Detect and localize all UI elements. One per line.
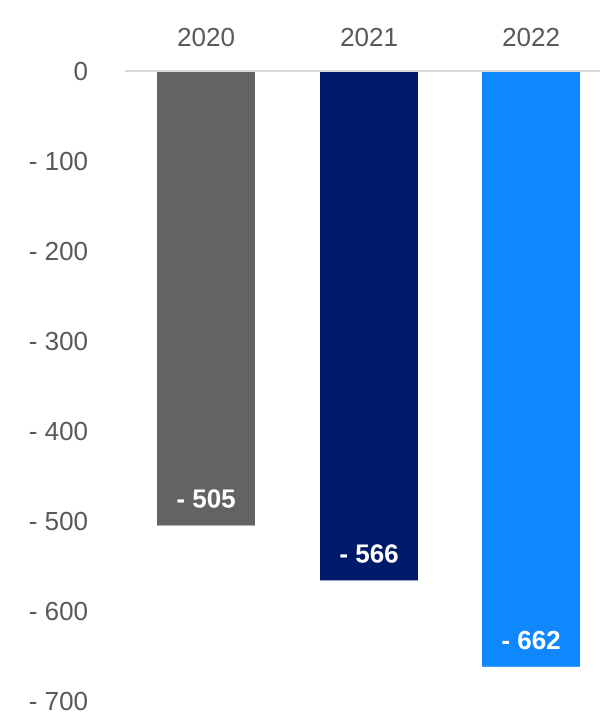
y-tick-label: 0 — [74, 56, 88, 86]
bar-2020 — [157, 71, 255, 526]
category-labels: 2020 2021 2022 — [177, 22, 560, 52]
y-tick-label: - 300 — [29, 326, 88, 356]
y-tick-label: - 100 — [29, 146, 88, 176]
y-tick-label: - 400 — [29, 416, 88, 446]
bar-2022 — [482, 71, 580, 667]
y-tick-label: - 700 — [29, 686, 88, 713]
data-label-2020: - 505 — [176, 484, 235, 514]
category-label-2022: 2022 — [502, 22, 560, 52]
y-tick-label: - 600 — [29, 596, 88, 626]
bar-2021 — [320, 71, 418, 581]
data-label-2022: - 662 — [501, 625, 560, 655]
data-labels: - 505 - 566 - 662 — [176, 484, 560, 655]
category-label-2021: 2021 — [340, 22, 398, 52]
y-tick-label: - 500 — [29, 506, 88, 536]
y-axis-ticks: 0 - 100 - 200 - 300 - 400 - 500 - 600 - 700 — [29, 56, 88, 713]
data-label-2021: - 566 — [339, 538, 398, 568]
y-tick-label: - 200 — [29, 236, 88, 266]
category-label-2020: 2020 — [177, 22, 235, 52]
bars — [157, 71, 580, 667]
